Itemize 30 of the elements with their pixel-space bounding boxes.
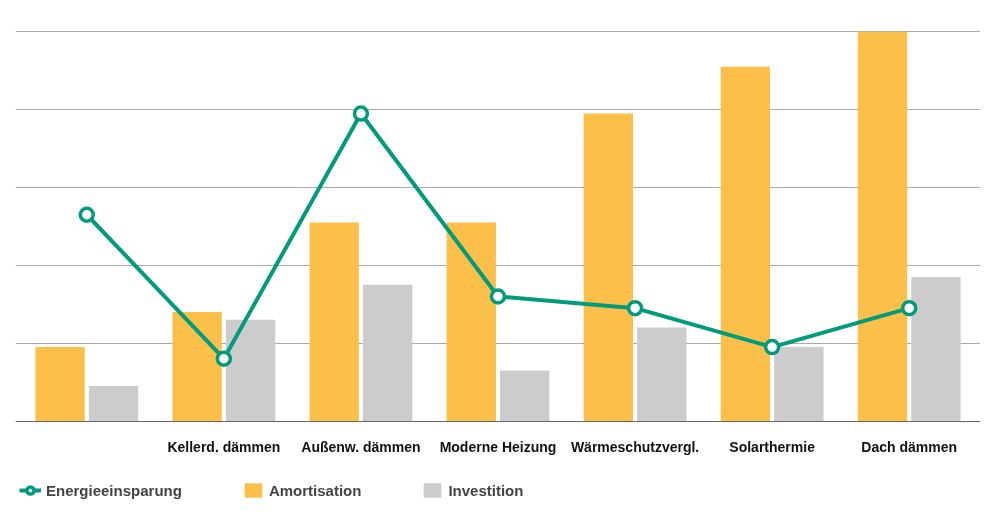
bar — [88, 385, 139, 421]
bar — [309, 222, 359, 421]
point — [763, 338, 781, 356]
bar — [500, 370, 550, 421]
x-tick-label: Solarthermie — [729, 439, 816, 455]
bar — [362, 284, 413, 421]
bar — [720, 66, 771, 421]
bar — [225, 319, 276, 421]
legend-label: Investition — [448, 481, 524, 499]
x-tick-label: Kellerd. dämmen — [167, 439, 281, 455]
x-tick-label: Außenw. dämmen — [301, 439, 421, 455]
point — [626, 299, 644, 317]
x-tick-label: Moderne Heizung — [439, 439, 557, 455]
point — [78, 206, 96, 223]
legend-label: Energieeinsparung — [46, 481, 182, 499]
legend-label: Amortisation — [268, 481, 362, 499]
bar — [774, 347, 824, 421]
x-tick-label: Wärmeschutzvergl. — [570, 439, 700, 455]
bar — [446, 222, 496, 421]
point — [900, 299, 918, 317]
bar — [637, 327, 687, 421]
bar — [35, 347, 85, 421]
bar — [857, 31, 908, 421]
point — [489, 288, 507, 305]
point — [215, 350, 233, 367]
x-tick-label: Dach dämmen — [861, 439, 958, 455]
point — [352, 105, 370, 122]
bar — [172, 312, 222, 421]
bar — [583, 113, 634, 421]
bar — [911, 277, 961, 421]
